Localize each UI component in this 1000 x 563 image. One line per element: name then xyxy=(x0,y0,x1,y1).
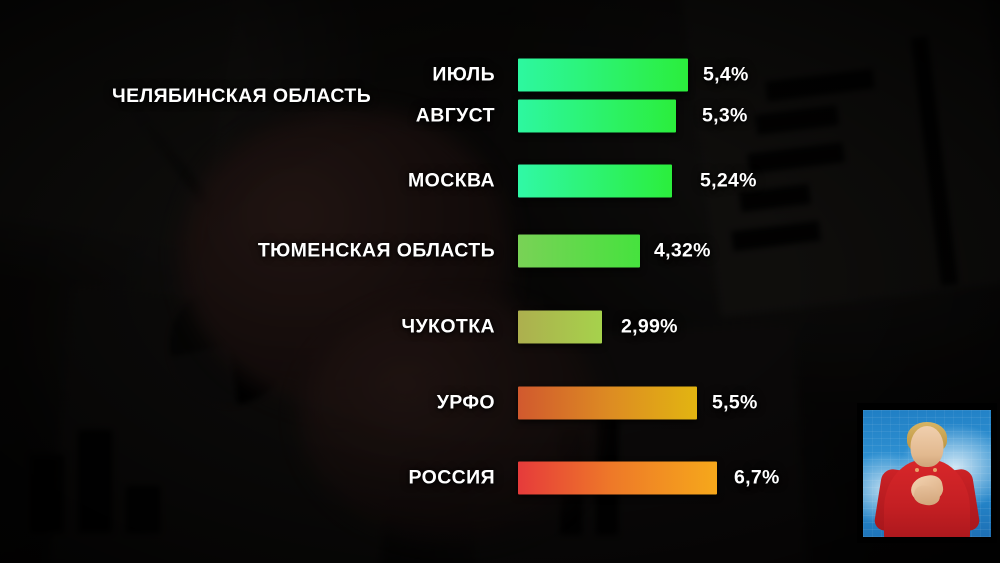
bar-urfo xyxy=(518,386,697,420)
interpreter-video xyxy=(863,410,991,537)
bar-label: МОСКВА xyxy=(408,169,495,192)
interpreter-button xyxy=(915,468,919,472)
chart-row-iyul: ИЮЛЬ 5,4% xyxy=(0,58,1000,92)
chart-row-rossiya: РОССИЯ 6,7% xyxy=(0,461,1000,495)
bar-value: 5,5% xyxy=(712,391,758,414)
chart-row-avgust: АВГУСТ 5,3% xyxy=(0,99,1000,133)
chart-row-chukotka: ЧУКОТКА 2,99% xyxy=(0,310,1000,344)
chart-row-urfo: УРФО 5,5% xyxy=(0,386,1000,420)
bar-rossiya xyxy=(518,461,717,495)
bar-value: 5,3% xyxy=(702,104,748,127)
interpreter-button xyxy=(933,468,937,472)
bar-value: 4,32% xyxy=(654,239,711,262)
group-label-chelyabinsk-region: ЧЕЛЯБИНСКАЯ ОБЛАСТЬ xyxy=(112,85,372,107)
bar-value: 6,7% xyxy=(734,466,780,489)
bar-value: 2,99% xyxy=(621,315,678,338)
bar-avgust xyxy=(518,99,676,133)
chart-row-tyumen-region: ТЮМЕНСКАЯ ОБЛАСТЬ 4,32% xyxy=(0,234,1000,268)
interpreter-head xyxy=(910,426,944,467)
bar-chukotka xyxy=(518,310,602,344)
bar-label: ЧУКОТКА xyxy=(401,315,495,338)
bar-moskva xyxy=(518,164,672,198)
bar-label: ТЮМЕНСКАЯ ОБЛАСТЬ xyxy=(257,239,495,262)
bar-value: 5,4% xyxy=(703,63,749,86)
bar-iyul xyxy=(518,58,688,92)
bar-tyumen-region xyxy=(518,234,640,268)
sign-language-interpreter-inset xyxy=(857,403,997,543)
bar-label: РОССИЯ xyxy=(408,466,495,489)
bar-label: АВГУСТ xyxy=(415,104,495,127)
bar-label: УРФО xyxy=(436,391,495,414)
bar-label: ИЮЛЬ xyxy=(432,63,495,86)
bar-value: 5,24% xyxy=(700,169,757,192)
chart-row-moskva: МОСКВА 5,24% xyxy=(0,164,1000,198)
